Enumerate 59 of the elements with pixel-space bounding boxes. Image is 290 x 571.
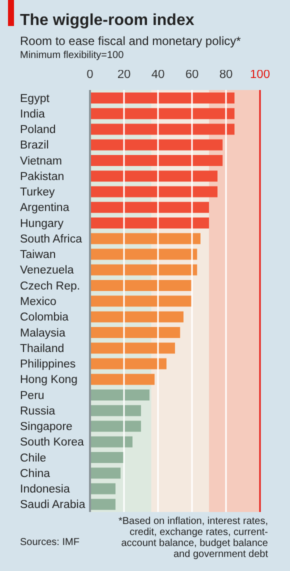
- y-tick-label: Chile: [20, 452, 46, 464]
- bar: [90, 139, 223, 150]
- y-tick-label: India: [20, 108, 46, 120]
- y-tick-label: Pakistan: [20, 170, 64, 183]
- bar: [90, 420, 141, 432]
- y-tick-label: Russia: [20, 405, 56, 418]
- bar: [90, 358, 166, 370]
- bar: [90, 405, 141, 416]
- chart-title: The wiggle-room index: [20, 12, 194, 30]
- y-tick-label: Taiwan: [20, 249, 56, 262]
- bar: [90, 218, 209, 229]
- bar: [90, 108, 234, 120]
- y-tick-label: Singapore: [20, 421, 72, 434]
- bar: [90, 483, 116, 494]
- bar: [90, 170, 218, 182]
- bar: [90, 452, 124, 463]
- y-tick-label: Saudi Arabia: [20, 499, 86, 512]
- y-tick-label: Malaysia: [20, 327, 66, 340]
- bar: [90, 124, 234, 135]
- bar: [90, 342, 175, 354]
- y-tick-label: South Africa: [20, 233, 83, 246]
- y-tick-label: Czech Rep.: [20, 280, 80, 292]
- bar: [90, 186, 218, 198]
- bar: [90, 202, 209, 213]
- y-tick-label: Vietnam: [20, 155, 62, 168]
- bar: [90, 155, 223, 166]
- y-tick-label: Philippines: [20, 358, 76, 371]
- bar: [90, 311, 184, 322]
- bar: [90, 296, 192, 307]
- y-tick-label: Hungary: [20, 218, 64, 230]
- bar: [90, 92, 234, 104]
- y-tick-label: Egypt: [20, 92, 50, 105]
- y-tick-label: Peru: [20, 390, 44, 402]
- bar: [90, 280, 192, 292]
- text: *Based on inflation, interest rates, credit, exchange rates, current-account balance, budget balance and government debt: [118, 516, 268, 560]
- bar: [90, 374, 155, 385]
- y-tick-label: Colombia: [20, 312, 70, 324]
- bar: [90, 436, 132, 448]
- y-tick-label: Hong Kong: [20, 374, 78, 386]
- bar: [90, 498, 116, 510]
- y-tick-label: Venezuela: [20, 264, 74, 277]
- y-tick-label: South Korea: [20, 436, 85, 449]
- y-tick-label: Thailand: [20, 342, 64, 355]
- bar: [90, 468, 121, 479]
- bar: [90, 233, 200, 244]
- source-note: Sources: IMF: [20, 537, 80, 548]
- bar: [90, 248, 198, 260]
- y-tick-label: Brazil: [20, 140, 49, 152]
- bar: [90, 264, 198, 276]
- text: Minimum flexibility=100: [20, 50, 124, 61]
- bar: [90, 389, 150, 400]
- bar: [90, 326, 180, 338]
- y-tick-label: Poland: [20, 124, 56, 136]
- y-tick-label: Turkey: [20, 186, 55, 199]
- y-tick-label: Mexico: [20, 296, 56, 308]
- y-tick-label: China: [20, 468, 51, 480]
- chart-subtitle: Room to ease fiscal and monetary policy*: [20, 34, 241, 48]
- y-tick-label: Argentina: [20, 202, 70, 214]
- y-tick-label: Indonesia: [20, 484, 70, 496]
